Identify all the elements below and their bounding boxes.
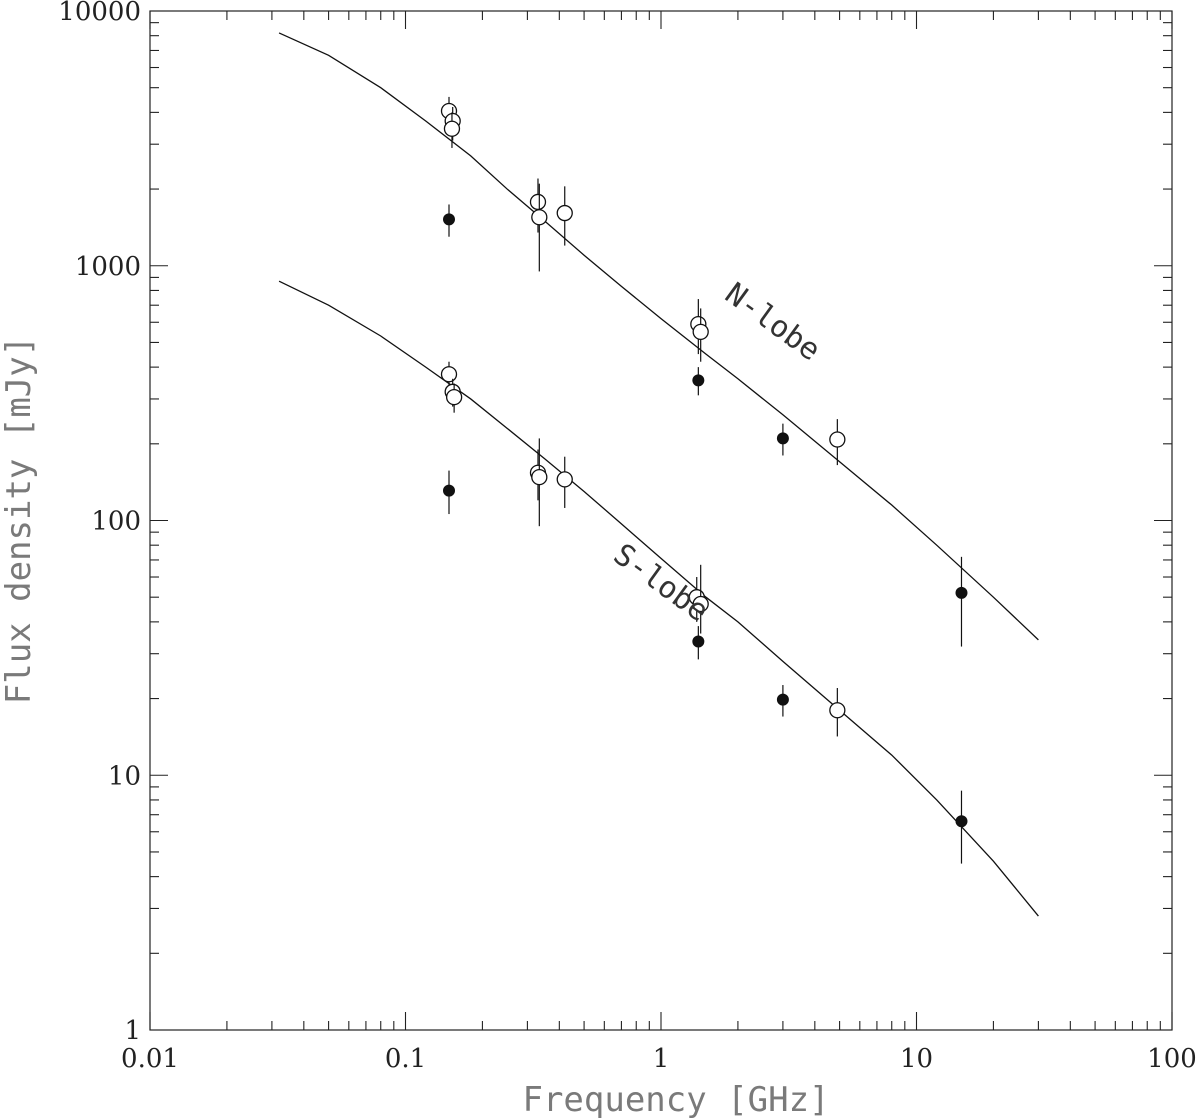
data-points — [440, 96, 968, 864]
s-lobe-label: S-lobe — [607, 537, 715, 629]
y-tick-label: 10 — [108, 761, 141, 791]
axis-ticks — [149, 10, 1173, 1031]
filled-data-point — [955, 586, 968, 599]
open-data-point — [829, 431, 846, 448]
filled-data-point — [776, 432, 789, 445]
open-data-point — [556, 471, 573, 488]
open-data-point — [445, 388, 463, 406]
fit-curves — [278, 32, 1039, 917]
open-data-point — [556, 204, 573, 222]
y-tick-label: 10000 — [58, 0, 141, 27]
s-lobe-fit-curve — [278, 280, 1039, 917]
tick-labels: 0.01 0.1 1 10 100 1 10 100 1000 10000 — [58, 0, 1197, 1074]
plot-frame — [149, 10, 1173, 1031]
filled-data-point — [776, 693, 789, 706]
filled-data-point — [692, 374, 705, 387]
open-data-point — [692, 595, 709, 613]
filled-data-point — [955, 815, 968, 828]
y-tick-label: 1000 — [75, 252, 141, 282]
x-tick-label: 0.01 — [121, 1044, 179, 1074]
x-tick-label: 100 — [1147, 1044, 1197, 1074]
open-data-point — [692, 323, 709, 341]
open-data-point — [440, 366, 458, 383]
x-tick-label: 10 — [900, 1044, 933, 1074]
y-tick-label: 1 — [124, 1016, 141, 1046]
filled-data-point — [443, 213, 456, 226]
y-axis-title: Flux density [mJy] — [0, 336, 39, 704]
n-lobe-fit-curve — [278, 32, 1039, 641]
y-tick-label: 100 — [91, 507, 141, 537]
open-data-point — [443, 120, 461, 137]
open-data-point — [531, 468, 548, 486]
open-data-point — [531, 209, 548, 226]
open-data-point — [829, 702, 846, 719]
x-tick-label: 1 — [653, 1044, 670, 1074]
filled-data-point — [443, 484, 456, 497]
x-axis-title: Frequency [GHz] — [522, 1080, 829, 1119]
x-tick-label: 0.1 — [385, 1044, 426, 1074]
open-data-point — [529, 193, 547, 211]
n-lobe-label: N-lobe — [718, 276, 826, 368]
filled-data-point — [692, 635, 705, 648]
